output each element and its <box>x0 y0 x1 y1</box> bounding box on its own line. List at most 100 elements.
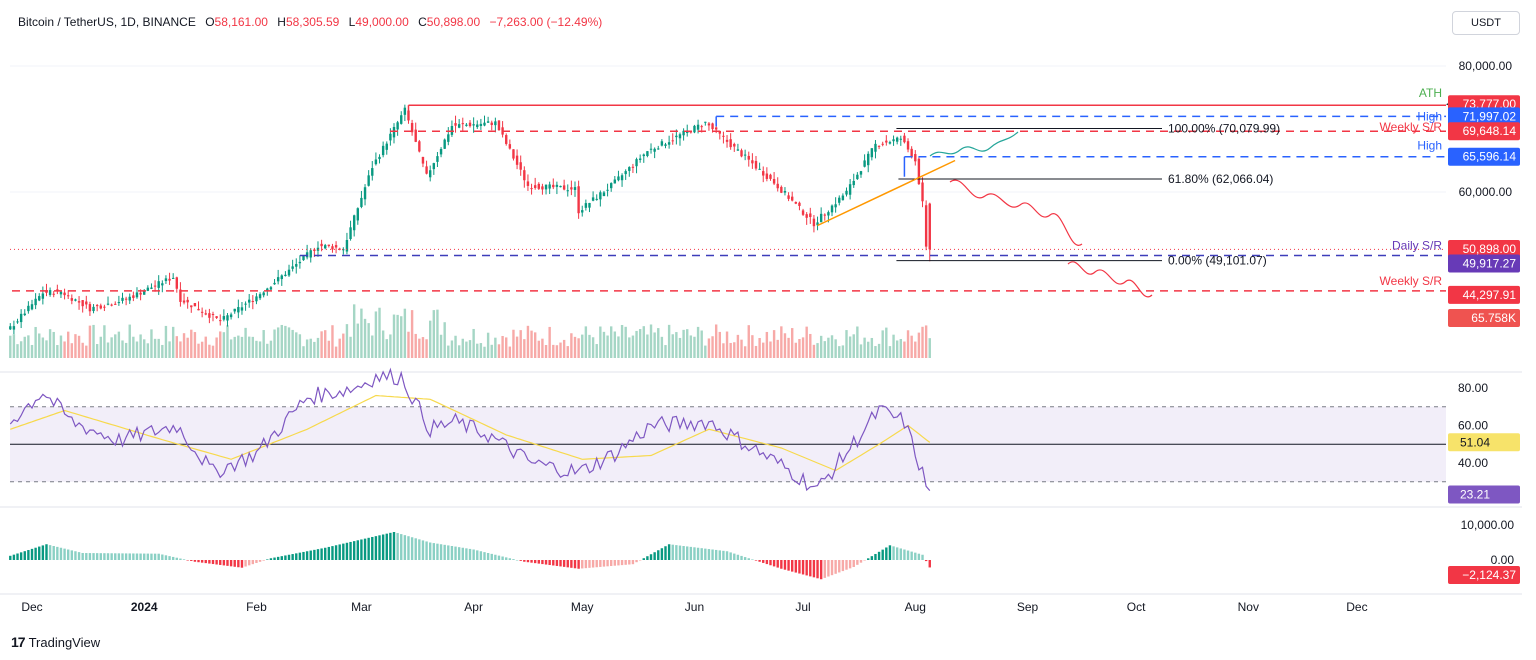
volume-bar <box>135 341 139 358</box>
histogram-bar <box>432 543 436 560</box>
candle-body <box>794 202 798 204</box>
histogram-bar <box>374 536 378 560</box>
histogram-bar <box>447 545 450 560</box>
candle-body <box>526 181 530 186</box>
volume-bar <box>309 338 312 358</box>
histogram-bar <box>617 560 620 566</box>
volume-bar <box>439 334 443 358</box>
histogram-bar <box>132 553 135 560</box>
histogram-bar <box>903 549 906 560</box>
candle-body <box>671 140 674 142</box>
candle-body <box>287 269 291 276</box>
candle-body <box>885 140 888 143</box>
volume-bar <box>70 343 74 358</box>
histogram-bar <box>244 560 247 567</box>
candle-body <box>533 185 537 188</box>
histogram-bar <box>783 560 787 570</box>
rsi-line <box>9 367 931 492</box>
histogram-bar <box>19 552 23 560</box>
histogram-bar <box>313 549 316 560</box>
high-label: H <box>277 15 286 29</box>
candle-body <box>313 249 316 251</box>
histogram-bar <box>262 560 265 561</box>
volume-bar <box>921 326 924 358</box>
candle-body <box>77 301 81 303</box>
candle-body <box>834 204 837 208</box>
histogram-bar <box>175 557 178 560</box>
candle-body <box>349 227 352 240</box>
candle-body <box>675 135 678 138</box>
histogram-bar <box>657 550 660 560</box>
candle-body <box>38 296 41 301</box>
histogram-bar <box>284 555 287 560</box>
candle-body <box>117 302 121 304</box>
histogram-bar <box>870 556 874 560</box>
histogram-bar <box>389 532 392 560</box>
histogram-bar <box>776 560 779 568</box>
candle-body <box>139 292 142 295</box>
volume-tag: 65.758K <box>1471 311 1516 325</box>
volume-bar <box>628 337 631 358</box>
candle-body <box>490 122 493 126</box>
volume-bar <box>88 325 92 358</box>
candle-body <box>660 141 664 146</box>
histogram-bar <box>211 560 215 565</box>
volume-bar <box>523 339 526 358</box>
histogram-bar <box>559 560 562 567</box>
candle-body <box>505 135 508 144</box>
volume-bar <box>244 327 247 358</box>
time-tick-label: Nov <box>1238 600 1259 614</box>
histogram-bar <box>642 558 645 560</box>
candle-body <box>924 205 928 247</box>
volume-bar <box>273 329 276 358</box>
candle-body <box>121 297 124 301</box>
histogram-bar <box>52 546 55 560</box>
candle-body <box>573 187 577 190</box>
candle-body <box>805 214 808 218</box>
volume-bar <box>34 326 37 358</box>
candle-body <box>99 305 102 309</box>
candle-body <box>628 167 631 171</box>
volume-bar <box>208 344 211 358</box>
volume-bar <box>429 320 432 358</box>
volume-bar <box>552 344 555 358</box>
histogram-bar <box>599 560 602 567</box>
histogram-bar <box>143 553 146 560</box>
candle-body <box>809 213 812 218</box>
volume-bar <box>124 342 128 358</box>
candle-body <box>798 202 801 206</box>
volume-bar <box>457 345 461 358</box>
candle-body <box>823 214 826 216</box>
volume-bar <box>56 345 59 358</box>
candle-body <box>363 187 367 200</box>
histogram-tick-label: 10,000.00 <box>1461 518 1515 532</box>
currency-selector[interactable]: USDT <box>1452 11 1520 35</box>
histogram-bar <box>729 552 732 560</box>
candle-body <box>570 187 573 190</box>
volume-bar <box>613 331 617 358</box>
volume-bar <box>418 338 421 358</box>
histogram-bar <box>588 560 591 568</box>
histogram-bar <box>255 560 258 563</box>
volume-bar <box>602 331 606 358</box>
histogram-bar <box>548 560 551 566</box>
histogram-bar <box>85 553 88 560</box>
histogram-bar <box>856 560 859 565</box>
candle-body <box>367 175 370 186</box>
histogram-bar <box>533 560 537 564</box>
volume-bar <box>620 324 624 358</box>
volume-bar <box>182 333 186 358</box>
volume-bar <box>798 339 801 358</box>
histogram-bar <box>526 560 530 563</box>
volume-bar <box>512 329 515 358</box>
time-tick-label: Apr <box>464 600 483 614</box>
histogram-bar <box>48 545 52 560</box>
histogram-bar <box>863 560 866 561</box>
candle-body <box>566 190 569 192</box>
time-tick-label: Dec <box>21 600 42 614</box>
histogram-bar <box>342 543 345 560</box>
volume-bar <box>693 336 696 358</box>
histogram-bar <box>77 552 81 560</box>
volume-bar <box>501 335 504 358</box>
